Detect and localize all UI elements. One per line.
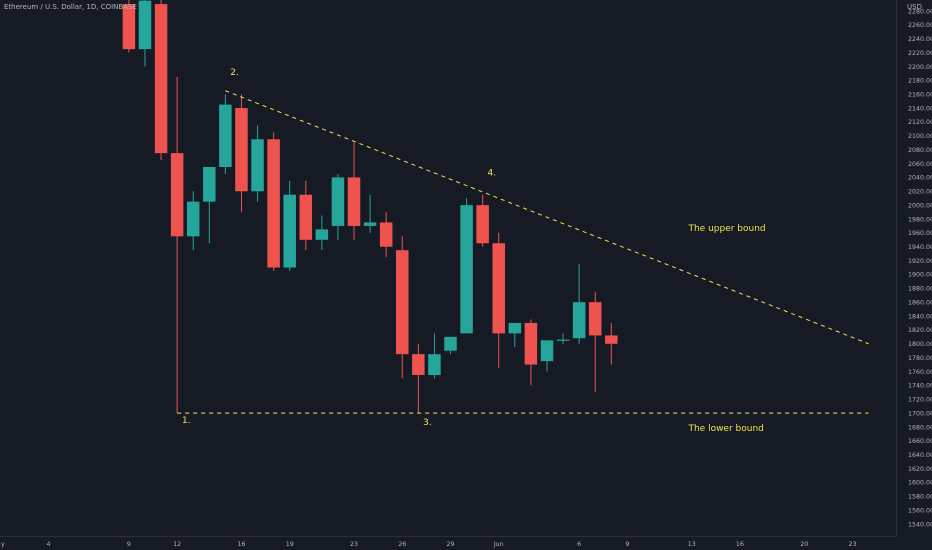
x-tick-label: 4 (46, 541, 50, 548)
candle-down (412, 354, 425, 375)
upper-bound-line (225, 90, 869, 345)
y-tick-label: 2140.00 (908, 105, 932, 112)
y-tick-label: 1560.00 (908, 507, 932, 514)
x-tick-label: 20 (800, 541, 808, 548)
y-tick-label: 1720.00 (908, 397, 932, 404)
candle-down (347, 177, 361, 226)
candle-up (186, 201, 200, 237)
candle-down (492, 243, 505, 334)
x-tick-label: y (1, 541, 5, 548)
y-tick-label: 1580.00 (908, 494, 932, 501)
y-tick-label: 2120.00 (908, 119, 932, 126)
y-tick-label: 1700.00 (908, 410, 932, 417)
y-tick-label: 2260.00 (908, 22, 932, 29)
y-tick-label: 2280.00 (908, 8, 932, 15)
candle-up (556, 339, 570, 341)
y-tick-label: 1900.00 (908, 272, 932, 279)
y-tick-label: 1780.00 (908, 355, 932, 362)
y-tick-label: 1960.00 (908, 230, 932, 237)
candle-up (331, 177, 345, 226)
candle-down (299, 194, 313, 240)
x-tick-label: Jun (493, 541, 504, 548)
candle-up (444, 336, 457, 351)
candle-down (154, 4, 168, 154)
y-tick-label: 1980.00 (908, 216, 932, 223)
y-tick-label: 1800.00 (908, 341, 932, 348)
candle-up (219, 104, 232, 168)
y-tick-label: 1640.00 (908, 452, 932, 459)
candle-up (363, 222, 377, 226)
candle-up (460, 205, 473, 334)
x-tick-label: 26 (398, 541, 406, 548)
annotation-label: 2. (230, 68, 239, 78)
y-tick-label: 2040.00 (908, 175, 932, 182)
candle-up (315, 229, 329, 240)
x-tick-label: 19 (286, 541, 294, 548)
x-tick-label: 23 (848, 541, 856, 548)
y-tick-label: 2100.00 (908, 133, 932, 140)
candle-down (379, 222, 393, 247)
candle-down (396, 250, 409, 355)
y-tick-label: 2180.00 (908, 78, 932, 85)
x-tick-label: 16 (736, 541, 744, 548)
candle-down (170, 153, 184, 237)
y-tick-label: 2000.00 (908, 202, 932, 209)
y-tick-label: 2080.00 (908, 147, 932, 154)
y-tick-label: 2200.00 (908, 64, 932, 71)
candle-down (588, 302, 602, 336)
chart-title: Ethereum / U.S. Dollar, 1D, COINBASE (4, 3, 137, 11)
candle-up (203, 167, 216, 202)
y-tick-label: 1820.00 (908, 327, 932, 334)
x-tick-label: 16 (237, 541, 245, 548)
y-tick-label: 2160.00 (908, 92, 932, 99)
y-tick-label: 1860.00 (908, 299, 932, 306)
y-tick-label: 1840.00 (908, 313, 932, 320)
candle-up (283, 194, 296, 268)
candle-down (122, 4, 136, 50)
y-tick-label: 1600.00 (908, 480, 932, 487)
annotation-label: 3. (423, 418, 432, 428)
candle-up (540, 340, 554, 362)
candle-down (524, 322, 538, 365)
y-tick-label: 1920.00 (908, 258, 932, 265)
y-tick-label: 1680.00 (908, 424, 932, 431)
candle-up (251, 139, 264, 192)
x-tick-label: 6 (577, 541, 581, 548)
y-tick-label: 2220.00 (908, 50, 932, 57)
annotation-label: The upper bound (687, 224, 765, 234)
y-tick-label: 1940.00 (908, 244, 932, 251)
x-tick-label: 9 (127, 541, 131, 548)
x-tick-label: 9 (625, 541, 629, 548)
x-tick-label: 12 (173, 541, 181, 548)
x-tick-label: 13 (688, 541, 696, 548)
y-tick-label: 1880.00 (908, 286, 932, 293)
candle-down (267, 139, 280, 268)
currency-label: USD (907, 3, 922, 11)
y-tick-label: 2020.00 (908, 189, 932, 196)
candle-up (508, 322, 522, 334)
y-tick-label: 1620.00 (908, 466, 932, 473)
y-tick-label: 1760.00 (908, 369, 932, 376)
y-tick-label: 1740.00 (908, 383, 932, 390)
candle-down (476, 205, 489, 244)
annotation-label: 4. (487, 168, 496, 178)
annotation-label: The lower bound (687, 424, 763, 434)
candle-up (138, 0, 152, 50)
x-tick-label: 23 (350, 541, 358, 548)
candle-up (428, 354, 441, 375)
y-tick-label: 1540.00 (908, 521, 932, 528)
x-tick-label: 29 (446, 541, 454, 548)
annotation-label: 1. (182, 416, 191, 426)
y-tick-label: 2240.00 (908, 36, 932, 43)
candle-down (605, 335, 618, 344)
candle-down (235, 108, 248, 192)
y-tick-label: 1660.00 (908, 438, 932, 445)
candle-up (572, 302, 586, 339)
y-tick-label: 2060.00 (908, 161, 932, 168)
